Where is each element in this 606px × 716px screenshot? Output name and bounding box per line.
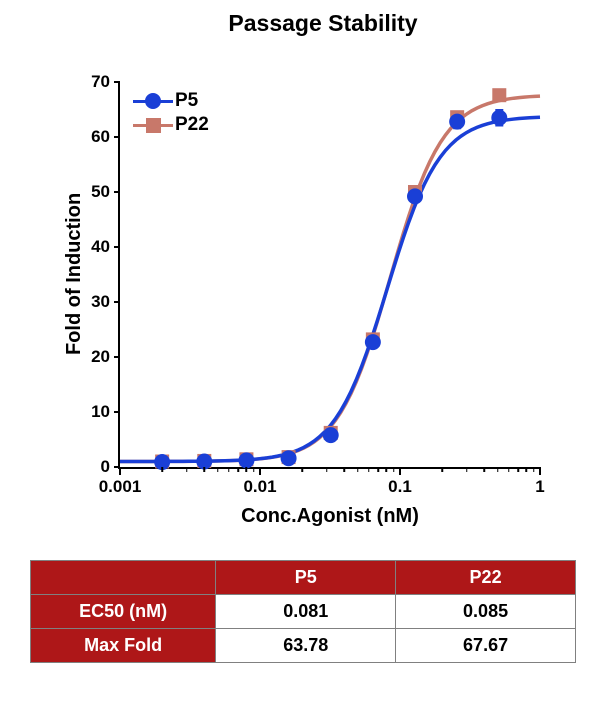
data-marker [282,451,296,465]
x-tick-mark-minor [378,467,380,472]
table-row-label: Max Fold [31,629,216,663]
table-cell: 0.081 [216,595,396,629]
legend-item: P22 [133,114,209,136]
table-cell: 63.78 [216,629,396,663]
x-tick-mark-minor [497,467,499,472]
y-tick-mark [114,356,120,358]
y-tick-label: 20 [91,347,110,367]
y-tick-label: 30 [91,292,110,312]
legend-label: P5 [175,90,198,112]
x-tick-mark-major [259,467,261,475]
table-row-label: EC50 (nM) [31,595,216,629]
legend-swatch [133,118,173,133]
x-tick-label: 0.1 [388,477,412,497]
data-marker [408,189,422,203]
y-tick-mark [114,81,120,83]
x-tick-mark-minor [518,467,520,472]
x-tick-mark-minor [441,467,443,472]
series-curve [120,117,540,461]
x-tick-mark-minor [228,467,230,472]
x-tick-mark-minor [533,467,535,472]
chart-area: Conc.Agonist (nM) 0 10 20 30 40 50 60 70 0.001 0.0… [23,42,583,542]
x-tick-mark-minor [466,467,468,472]
x-tick-label: 0.01 [243,477,276,497]
circle-marker-icon [145,93,161,109]
x-tick-mark-minor [301,467,303,472]
x-tick-mark-minor [386,467,388,472]
legend-swatch [133,93,173,109]
y-tick-mark [114,301,120,303]
y-tick-label: 10 [91,402,110,422]
y-tick-mark [114,136,120,138]
y-axis-label: Fold of Induction [63,192,86,354]
y-tick-label: 50 [91,182,110,202]
y-tick-mark [114,246,120,248]
table-row: Max Fold63.7867.67 [31,629,576,663]
x-tick-mark-minor [344,467,346,472]
legend-item: P5 [133,90,209,112]
square-marker-icon [146,118,161,133]
summary-table: P5P22EC50 (nM)0.0810.085Max Fold63.7867.… [30,560,576,663]
x-tick-mark-minor [161,467,163,472]
data-marker [493,89,505,101]
chart-title: Passage Stability [40,10,606,37]
x-tick-mark-major [119,467,121,475]
x-tick-mark-minor [204,467,206,472]
x-tick-mark-major [539,467,541,475]
table-cell: 0.085 [396,595,576,629]
y-tick-label: 40 [91,237,110,257]
table-row: EC50 (nM)0.0810.085 [31,595,576,629]
series-curve [120,96,540,461]
x-tick-label: 1 [535,477,544,497]
x-tick-mark-minor [253,467,255,472]
table-column-header: P22 [396,561,576,595]
x-tick-mark-minor [368,467,370,472]
legend: P5P22 [133,90,209,138]
plot-box: Conc.Agonist (nM)0102030405060700.0010.0… [118,82,540,469]
curves-svg [120,82,540,467]
x-tick-mark-minor [484,467,486,472]
legend-label: P22 [175,114,209,136]
x-tick-mark-minor [217,467,219,472]
table-cell: 67.67 [396,629,576,663]
y-tick-label: 70 [91,72,110,92]
data-marker [450,115,464,129]
x-axis-label: Conc.Agonist (nM) [241,505,419,528]
x-tick-mark-major [399,467,401,475]
y-tick-label: 60 [91,127,110,147]
x-tick-mark-minor [186,467,188,472]
x-tick-label: 0.001 [99,477,142,497]
figure-container: Passage Stability Conc.Agonist (nM) 0 10 20… [0,0,606,683]
data-marker [492,111,506,125]
x-tick-mark-minor [357,467,359,472]
data-marker [239,453,253,467]
x-tick-mark-minor [246,467,248,472]
data-marker [324,428,338,442]
y-tick-label: 0 [101,457,110,477]
table-column-header: P5 [216,561,396,595]
table-corner-cell [31,561,216,595]
x-tick-mark-minor [508,467,510,472]
data-marker [366,335,380,349]
x-tick-mark-minor [238,467,240,472]
y-tick-mark [114,191,120,193]
x-tick-mark-minor [393,467,395,472]
x-tick-mark-minor [326,467,328,472]
x-tick-mark-minor [526,467,528,472]
y-tick-mark [114,411,120,413]
